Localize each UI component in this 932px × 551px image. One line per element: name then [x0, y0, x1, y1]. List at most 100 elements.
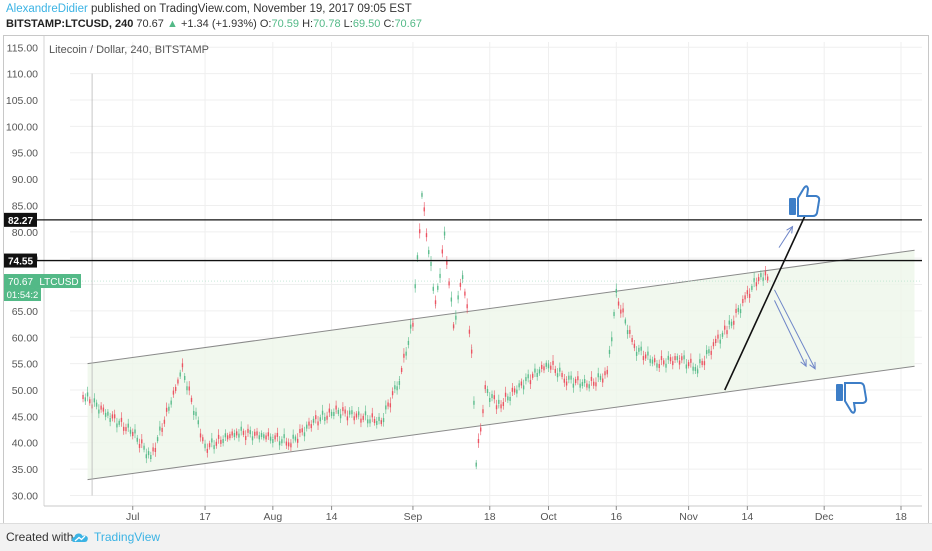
candle-body [127, 423, 129, 428]
candle-body [206, 448, 209, 453]
candle-body [156, 437, 159, 442]
candle-body [389, 403, 392, 408]
data-point [236, 431, 238, 433]
candle-body [577, 376, 579, 381]
candle-body [179, 372, 181, 377]
candle-body [425, 233, 428, 238]
y-tick-label: 45.00 [12, 411, 38, 423]
candle-body [330, 411, 333, 416]
candle-body [690, 358, 692, 363]
thumbs-up-hand [797, 185, 821, 217]
chart-area[interactable]: 30.00 35.00 40.00 45.00 50.00 55.00 60.00 65.00… [3, 35, 929, 525]
y-tick-label: 100.00 [6, 121, 38, 133]
candle-body [281, 439, 283, 444]
candle-body [326, 415, 328, 420]
candle-body [491, 394, 493, 399]
candle-body [258, 435, 260, 440]
candle-body [378, 416, 380, 421]
candle-body [473, 400, 475, 405]
candle-body [561, 373, 563, 378]
candle-body [283, 434, 285, 439]
candle-body [306, 424, 308, 429]
candle-body [441, 249, 444, 254]
candle-body [138, 443, 141, 448]
candle-body [229, 434, 231, 439]
data-point [606, 373, 608, 375]
candle-body [712, 342, 715, 347]
y-tick-label: 65.00 [12, 306, 38, 318]
candle-body [224, 433, 227, 438]
price-chart[interactable]: 30.00 35.00 40.00 45.00 50.00 55.00 60.00 65.00… [4, 36, 928, 524]
candle-body [681, 356, 683, 361]
candle-body [611, 337, 613, 342]
candle-body [407, 340, 410, 345]
y-tick-label: 115.00 [7, 42, 38, 54]
candle-body [251, 436, 254, 441]
symbol-label[interactable]: BITSTAMP:LTCUSD, 240 [6, 18, 134, 30]
candle-body [751, 285, 753, 290]
candle-body [554, 368, 556, 373]
channel-upper-line [87, 249, 915, 365]
candle-body [222, 439, 224, 444]
high-label: H: [302, 18, 314, 30]
chart-header: AlexandreDidier published on TradingView… [4, 0, 928, 34]
candle-body [312, 418, 315, 423]
candle-body [434, 300, 437, 305]
candle-body [195, 411, 197, 416]
candle-body [724, 325, 726, 330]
candle-body [766, 276, 769, 281]
countdown-label: 01:54:2 [7, 290, 39, 301]
data-point [82, 394, 84, 396]
candle-body [348, 410, 351, 415]
data-point [462, 273, 464, 275]
x-tick-label: 14 [326, 511, 338, 523]
candle-body [310, 424, 312, 429]
candle-body [500, 404, 502, 409]
candle-body [737, 307, 740, 312]
thumbs-up-cuff [789, 198, 796, 215]
candle-body [387, 402, 389, 407]
data-point [656, 363, 658, 365]
candle-body [466, 304, 468, 309]
candle-body [480, 427, 482, 432]
high-value: 70.78 [313, 18, 341, 30]
candle-body [113, 414, 116, 419]
candle-body [694, 367, 697, 372]
candle-body [509, 396, 511, 401]
change-value: +1.34 (+1.93%) [180, 18, 257, 30]
candle-body [559, 367, 561, 372]
candle-body [672, 361, 674, 366]
data-point [565, 378, 568, 381]
candle-body [764, 271, 767, 276]
candle-body [708, 349, 710, 354]
candle-body [303, 432, 306, 437]
candle-body [531, 373, 534, 378]
candle-body [452, 324, 455, 329]
candle-body [522, 385, 525, 390]
candle-body [186, 386, 188, 391]
x-tick-label: 18 [895, 511, 907, 523]
candle-body [640, 346, 642, 351]
candle-body [495, 405, 498, 410]
candle-body [638, 347, 640, 352]
candle-body [190, 397, 193, 402]
candle-body [150, 455, 152, 460]
author-link[interactable]: AlexandreDidier [6, 3, 88, 15]
candle-body [437, 285, 439, 290]
candle-body [421, 192, 423, 197]
tradingview-link[interactable]: TradingView [70, 527, 160, 547]
projection-arrow [774, 289, 816, 370]
candle-body [265, 435, 267, 440]
data-point [398, 378, 400, 381]
data-point [615, 294, 617, 296]
data-point [181, 368, 184, 370]
candle-body [403, 353, 405, 358]
thumbs-down-icon [836, 382, 868, 414]
candle-body [461, 275, 464, 280]
candle-body [446, 260, 448, 265]
candle-body [735, 308, 737, 313]
candle-body [86, 392, 89, 397]
data-point [498, 405, 500, 407]
last-price: 70.67 [136, 18, 164, 30]
symbol-badge [37, 274, 81, 289]
